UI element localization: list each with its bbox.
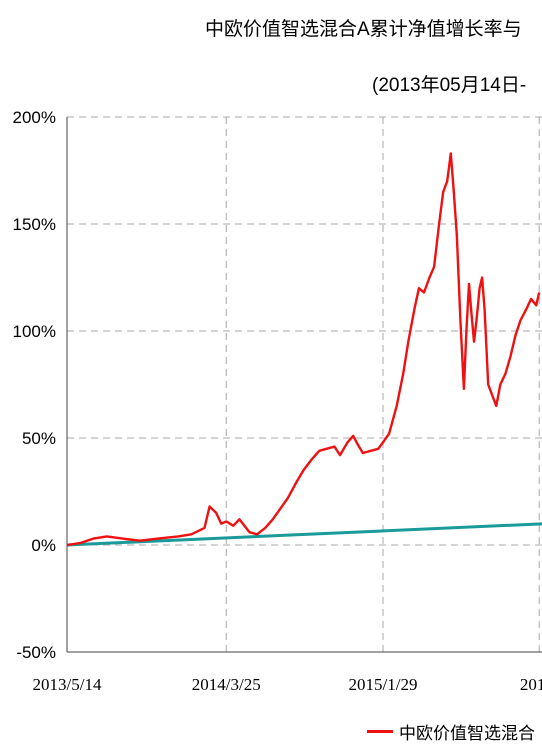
series-line-fund bbox=[66, 152, 541, 547]
y-tick-label: 100% bbox=[13, 322, 56, 341]
x-tick-label: 2014/3/25 bbox=[192, 675, 261, 694]
x-tick-label: 2015/1/29 bbox=[349, 675, 418, 694]
chart-subtitle: (2013年05月14日- bbox=[372, 75, 527, 96]
y-tick-label: -50% bbox=[16, 643, 56, 662]
legend-swatch bbox=[367, 730, 393, 733]
y-tick-label: 200% bbox=[13, 108, 56, 127]
chart-title: 中欧价值智选混合A累计净值增长率与 bbox=[205, 19, 522, 40]
x-tick-label: 2015/ bbox=[520, 675, 542, 694]
legend-label: 中欧价值智选混合 bbox=[399, 724, 535, 743]
y-tick-label: 50% bbox=[22, 429, 56, 448]
legend: 中欧价值智选混合 bbox=[367, 719, 535, 744]
y-tick-label: 0% bbox=[31, 536, 56, 555]
x-tick-label: 2013/5/14 bbox=[33, 675, 102, 694]
series-line-benchmark bbox=[66, 522, 542, 547]
y-tick-label: 150% bbox=[13, 215, 56, 234]
